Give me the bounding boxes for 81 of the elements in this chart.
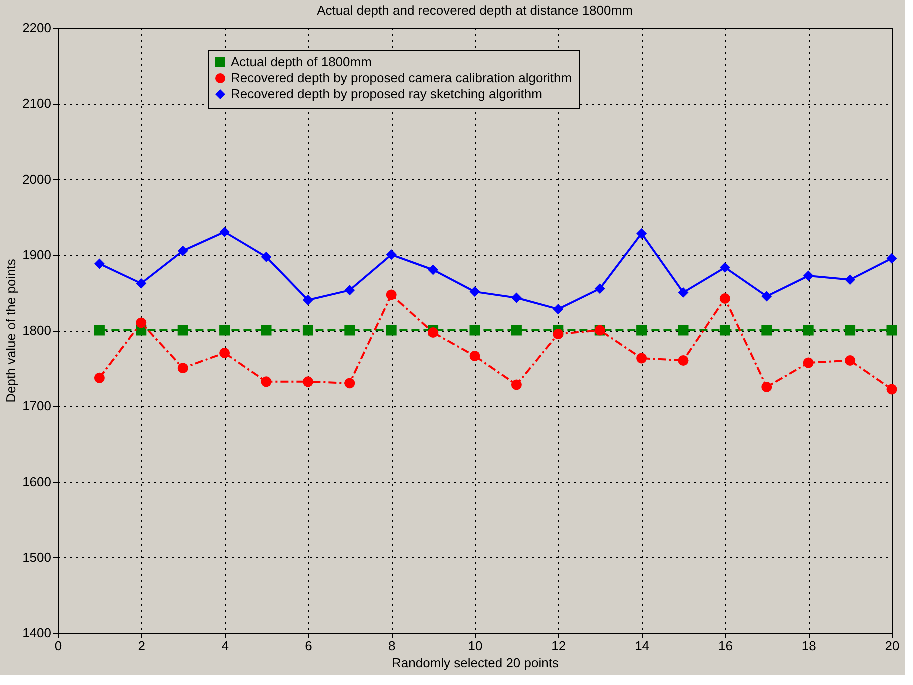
- legend-label: Recovered depth by proposed camera calibration algorithm: [231, 70, 572, 86]
- point: [220, 348, 230, 358]
- point: [553, 304, 564, 315]
- point: [636, 325, 648, 336]
- point: [803, 270, 814, 282]
- point: [94, 372, 105, 384]
- chart-title: Actual depth and recovered depth at distance 1800mm: [317, 3, 633, 18]
- point: [678, 356, 689, 366]
- point: [470, 350, 480, 362]
- point: [344, 325, 356, 336]
- point: [302, 325, 314, 336]
- point: [178, 246, 188, 256]
- x-tick-label: 2: [138, 638, 146, 654]
- point: [261, 325, 272, 336]
- point: [386, 290, 397, 300]
- point: [261, 252, 272, 262]
- point: [886, 325, 898, 336]
- point: [762, 291, 772, 302]
- legend-label: Recovered depth by proposed ray sketching algorithm: [231, 86, 542, 102]
- point: [511, 380, 522, 390]
- point: [803, 325, 814, 336]
- point: [136, 318, 147, 328]
- point: [344, 378, 356, 389]
- point: [136, 278, 147, 289]
- point: [428, 264, 439, 276]
- point: [302, 295, 314, 306]
- x-tick-label: 16: [718, 638, 733, 654]
- point: [762, 325, 772, 336]
- point: [178, 363, 188, 374]
- point: [594, 284, 606, 294]
- y-tick-label: 2000: [22, 172, 52, 187]
- point: [344, 285, 356, 296]
- y-tick-label: 1900: [22, 247, 52, 262]
- x-tick-label: 0: [54, 638, 62, 654]
- point: [511, 325, 522, 336]
- point: [720, 294, 730, 304]
- point: [886, 253, 898, 264]
- point: [511, 292, 522, 304]
- x-tick-label: 18: [802, 638, 816, 654]
- point: [386, 250, 397, 260]
- point: [94, 325, 105, 336]
- y-tick-label: 1400: [22, 626, 52, 640]
- point: [386, 325, 397, 336]
- x-tick-label: 20: [885, 638, 900, 654]
- y-tick-label: 2200: [22, 20, 52, 36]
- point: [720, 262, 730, 273]
- point: [678, 287, 689, 298]
- point: [553, 329, 564, 340]
- x-tick-label: 4: [222, 638, 229, 654]
- point: [845, 325, 856, 336]
- point: [762, 382, 772, 392]
- point: [845, 274, 856, 286]
- point: [94, 258, 105, 270]
- point: [261, 376, 272, 388]
- x-axis-title: Randomly selected 20 points: [392, 656, 560, 670]
- point: [636, 228, 648, 239]
- y-tick-label: 1600: [22, 474, 52, 490]
- y-tick-label: 1800: [22, 323, 52, 338]
- point: [803, 358, 814, 368]
- point: [720, 325, 730, 336]
- point: [678, 325, 689, 336]
- x-tick-label: 8: [388, 638, 396, 654]
- point: [428, 328, 439, 338]
- point: [636, 353, 648, 364]
- point: [845, 356, 856, 366]
- x-tick-label: 10: [468, 638, 483, 654]
- point: [220, 226, 230, 238]
- point: [470, 286, 480, 298]
- point: [302, 376, 314, 388]
- y-tick-label: 2100: [22, 96, 52, 112]
- x-tick-label: 14: [635, 638, 650, 654]
- legend-label: Actual depth of 1800mm: [231, 54, 372, 70]
- point: [178, 325, 188, 336]
- point: [470, 325, 480, 336]
- x-tick-label: 12: [552, 638, 566, 654]
- y-axis-title: Depth value of the points: [4, 258, 19, 403]
- y-tick-label: 1700: [22, 398, 52, 414]
- point: [886, 384, 898, 395]
- point: [220, 325, 230, 336]
- x-tick-label: 6: [305, 638, 312, 654]
- y-tick-label: 1500: [22, 550, 52, 565]
